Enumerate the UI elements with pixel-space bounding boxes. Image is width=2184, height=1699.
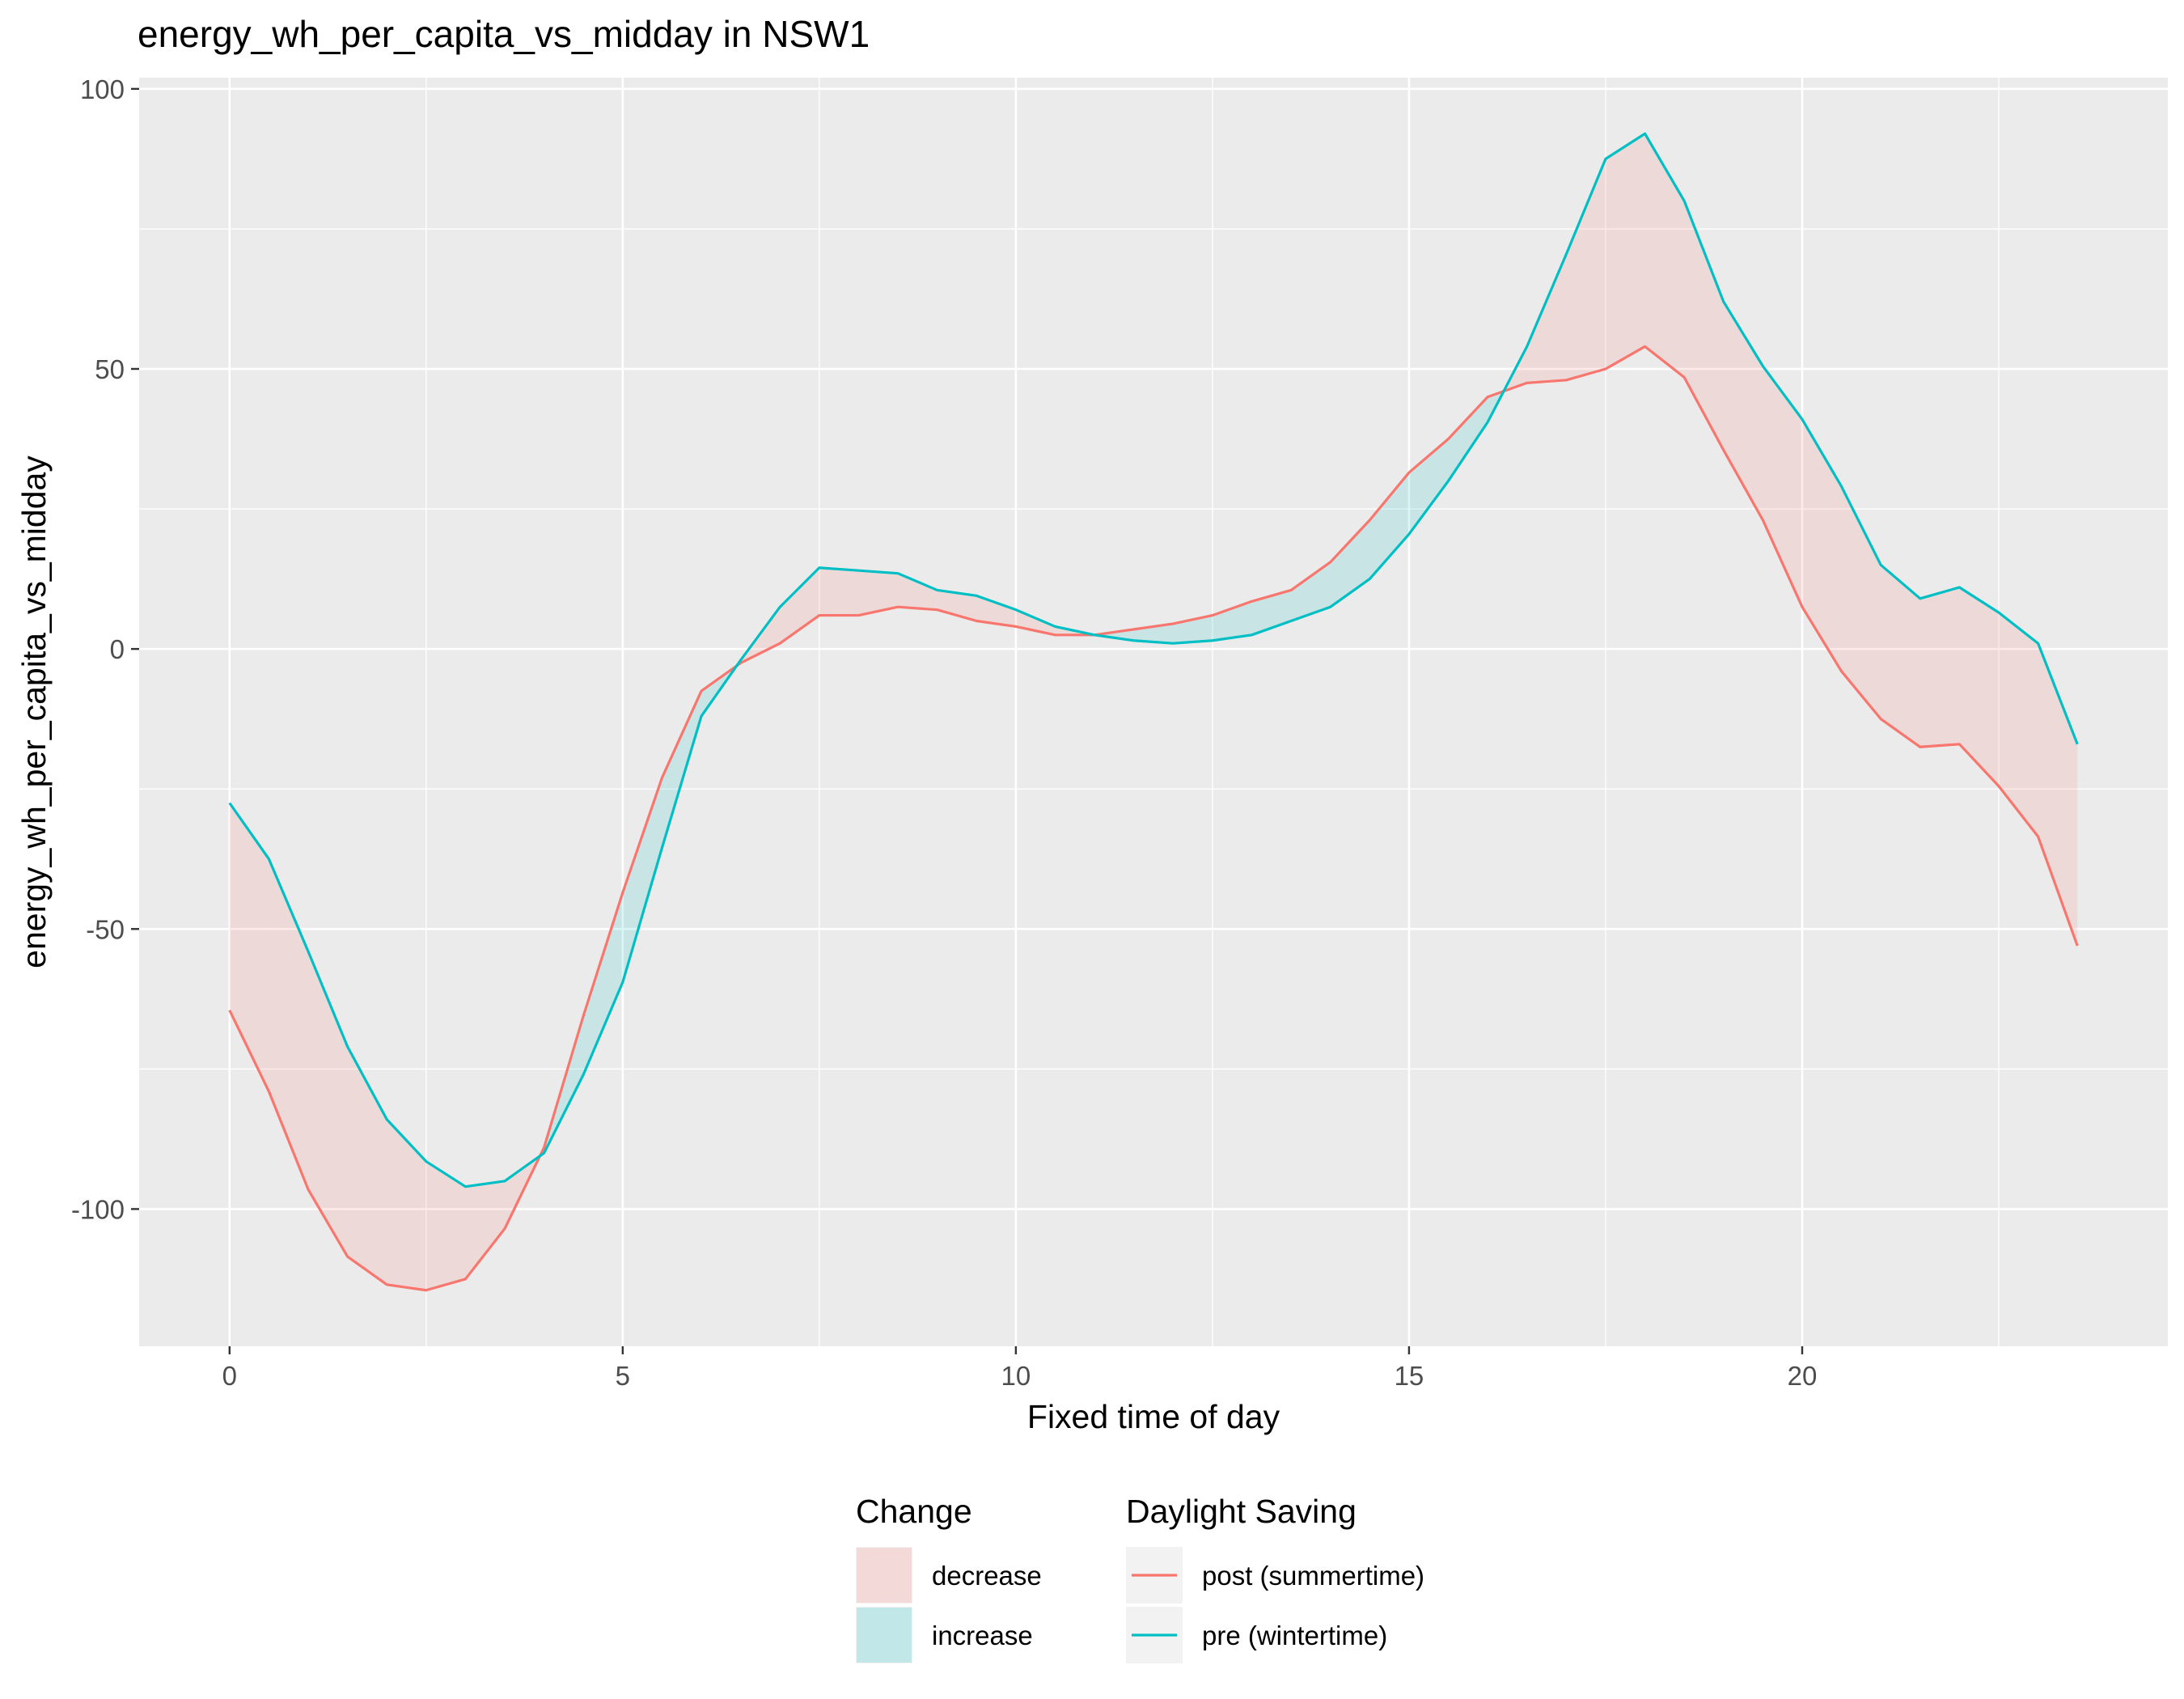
ribbon-increase <box>1094 629 1134 641</box>
ribbon-increase <box>1408 439 1449 535</box>
legend-key-bg <box>856 1607 912 1663</box>
grid-major <box>139 78 2168 1346</box>
legend: Change decrease increase Daylight Saving pos… <box>856 1493 1424 1663</box>
ribbon-decrease <box>858 570 899 616</box>
ribbon-decrease <box>1526 254 1567 383</box>
x-tick-label: 20 <box>1788 1361 1818 1391</box>
ribbon-decrease <box>1801 419 1842 672</box>
axis-ticks <box>131 87 1804 1354</box>
y-tick-label: -50 <box>86 914 125 944</box>
y-tick-labels: -100 -50 0 50 100 <box>71 74 125 1225</box>
y-axis-title: energy_wh_per_capita_vs_midday <box>15 455 53 968</box>
change-ribbons <box>229 133 2078 1290</box>
legend-title: Change <box>856 1493 972 1530</box>
ribbon-decrease <box>269 858 308 1190</box>
plot-panel <box>139 78 2168 1346</box>
ribbon-decrease <box>229 803 269 1092</box>
ribbon-decrease <box>898 573 938 610</box>
legend-label: post (summertime) <box>1202 1561 1424 1591</box>
x-axis-title: Fixed time of day <box>1027 1398 1280 1435</box>
ribbon-decrease <box>1605 133 1645 369</box>
ribbon-increase <box>662 691 702 848</box>
grid-minor <box>139 78 2168 1346</box>
ribbon-increase <box>1212 601 1252 641</box>
ribbon-decrease <box>347 1046 387 1285</box>
y-tick-label: 50 <box>95 354 125 384</box>
ribbon-decrease <box>1644 133 1685 378</box>
ribbon-decrease <box>819 567 859 616</box>
ribbon-decrease <box>1881 565 1920 748</box>
ribbon-decrease <box>1684 201 1724 451</box>
legend-label: decrease <box>932 1561 1042 1591</box>
legend-key-fill <box>857 1608 912 1663</box>
ribbon-increase <box>1291 561 1331 621</box>
ribbon-decrease <box>1763 366 1802 608</box>
ribbon-increase <box>622 777 662 983</box>
ribbon-decrease <box>2038 643 2078 947</box>
y-tick-label: -100 <box>71 1194 125 1224</box>
ribbon-decrease <box>1999 612 2038 837</box>
ribbon-decrease <box>976 595 1016 627</box>
series-line-pre <box>228 132 2079 1188</box>
ribbon-decrease <box>308 951 348 1257</box>
legend-key-bg <box>856 1547 912 1604</box>
y-tick-label: 100 <box>80 74 125 104</box>
ribbon-increase <box>1448 396 1488 481</box>
legend-key-fill <box>857 1548 912 1603</box>
x-tick-label: 5 <box>616 1361 630 1391</box>
ribbon-decrease <box>1959 587 1999 786</box>
legend-label: pre (wintertime) <box>1202 1621 1387 1650</box>
ribbon-decrease <box>937 590 977 621</box>
ribbon-decrease <box>780 567 819 644</box>
legend-label: increase <box>932 1621 1033 1650</box>
x-tick-label: 15 <box>1395 1361 1424 1391</box>
series-lines <box>228 132 2079 1292</box>
ribbon-decrease <box>387 1119 426 1290</box>
x-tick-label: 0 <box>222 1361 237 1391</box>
ribbon-increase <box>583 892 623 1075</box>
ribbon-decrease <box>1566 159 1606 380</box>
ribbon-decrease <box>465 1180 506 1279</box>
ribbon-decrease <box>1919 587 1960 748</box>
legend-title: Daylight Saving <box>1126 1493 1357 1530</box>
ribbon-decrease <box>425 1161 466 1290</box>
x-tick-labels: 0 5 10 15 20 <box>222 1361 1818 1391</box>
x-tick-label: 10 <box>1001 1361 1031 1391</box>
ribbon-decrease <box>1841 486 1881 719</box>
series-line-post <box>228 345 2079 1292</box>
y-tick-label: 0 <box>110 634 125 664</box>
ribbon-increase <box>1369 472 1409 579</box>
chart-title: energy_wh_per_capita_vs_midday in NSW1 <box>138 13 870 55</box>
